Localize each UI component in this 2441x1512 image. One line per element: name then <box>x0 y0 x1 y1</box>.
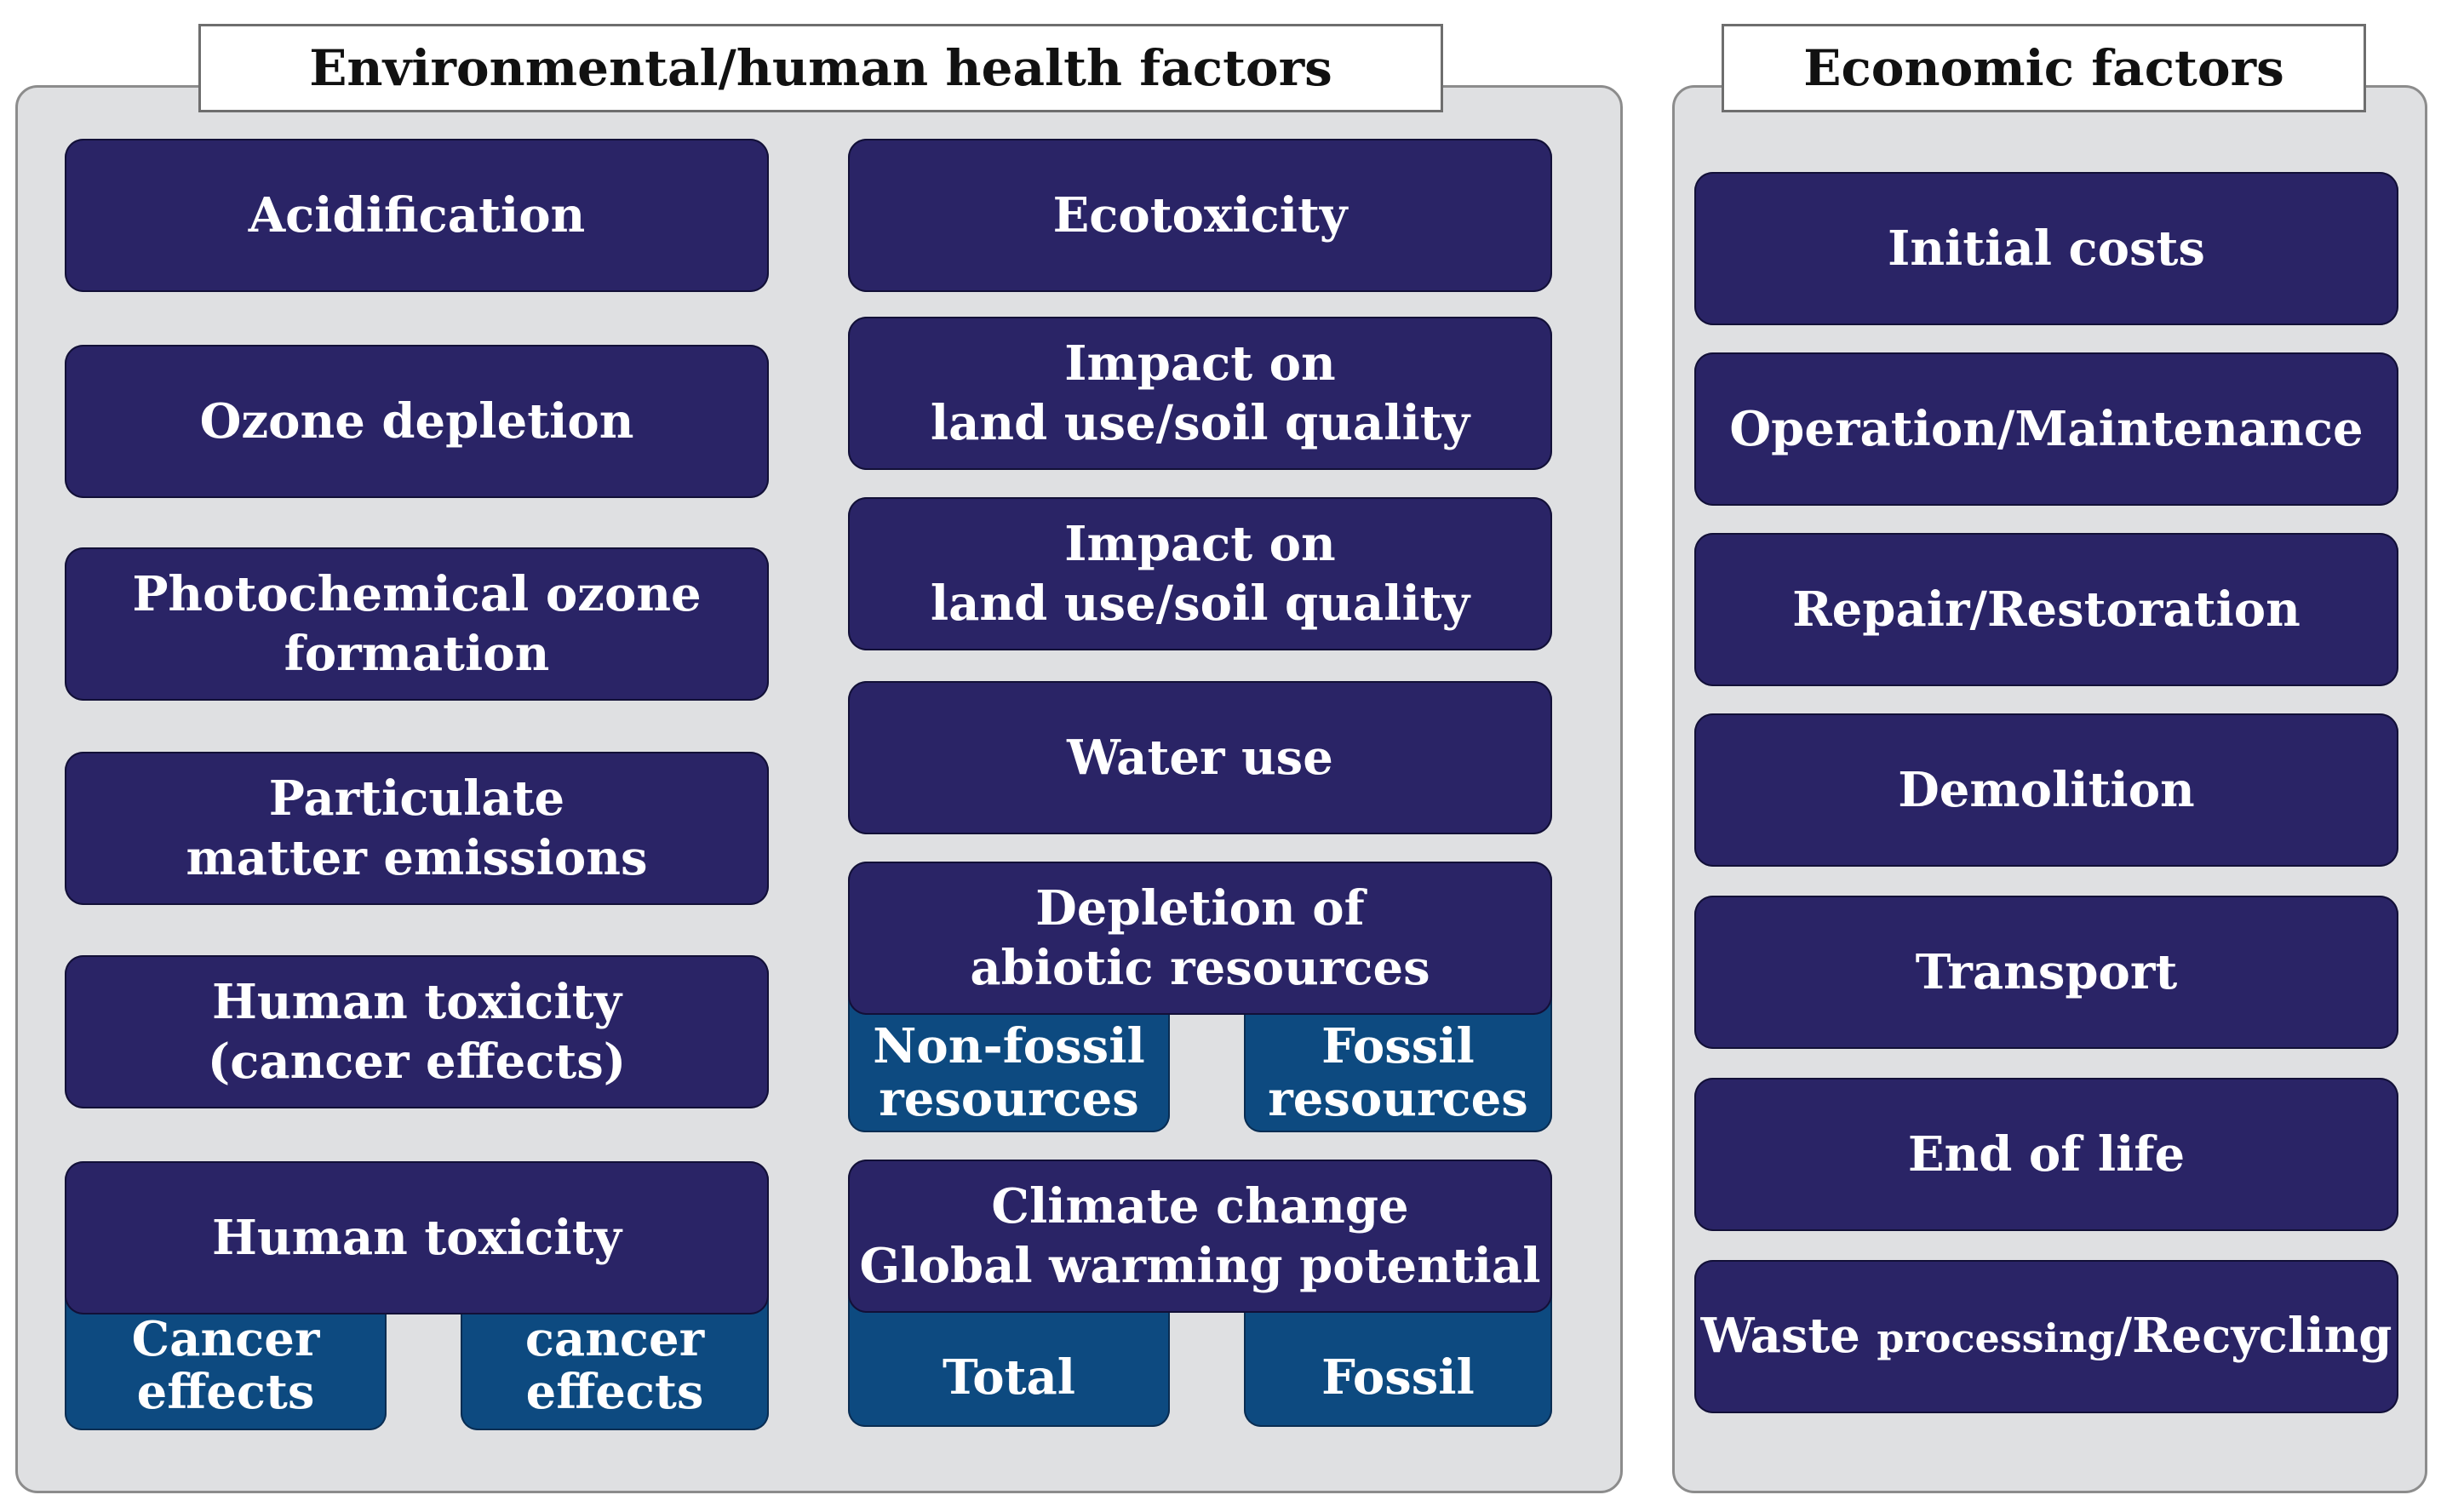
factor-label: Ozone depletion <box>199 393 634 450</box>
factor-label: Photochemical ozone formation <box>132 566 702 682</box>
factor-transport: Transport <box>1694 896 2398 1049</box>
sub-factor-label: Fossil <box>1321 1349 1475 1406</box>
factor-initial-costs: Initial costs <box>1694 172 2398 325</box>
factor-label: Transport <box>1915 944 2178 1000</box>
label-part-waste: Waste <box>1700 1307 1877 1364</box>
factor-repair-restoration: Repair/Restoration <box>1694 533 2398 686</box>
factor-label: Impact on land use/soil quality <box>930 335 1470 451</box>
sub-factor-label: Cancer effects <box>131 1311 320 1420</box>
sub-factor-label: Total <box>942 1349 1076 1406</box>
factor-label: Depletion of abiotic resources <box>970 880 1430 996</box>
factor-waste-processing-recycling: Waste processing/Recycling <box>1694 1260 2398 1413</box>
factor-label: Operation/Maintenance <box>1729 401 2364 457</box>
factor-label: Climate change Global warming potential <box>859 1178 1541 1294</box>
factor-end-of-life: End of life <box>1694 1078 2398 1231</box>
label-part-recycling: /Recycling <box>2114 1307 2392 1364</box>
factor-label: Demolition <box>1898 762 2195 818</box>
factor-demolition: Demolition <box>1694 713 2398 867</box>
sub-factor-non-fossil-resources: Non-fossil resources <box>848 996 1170 1132</box>
sub-factor-fossil: Fossil <box>1244 1294 1552 1427</box>
factor-label: Water use <box>1067 730 1333 786</box>
factor-acidification: Acidification <box>65 139 769 292</box>
factor-impact-land-use-1: Impact on land use/soil quality <box>848 317 1552 470</box>
sub-factor-label: Fossil resources <box>1268 1018 1528 1127</box>
factor-human-toxicity: Human toxicity <box>65 1161 769 1314</box>
factor-particulate-matter-emissions: Particulate matter emissions <box>65 752 769 905</box>
sub-factor-cancer-effects: Cancer effects <box>65 1294 387 1430</box>
factor-ecotoxicity: Ecotoxicity <box>848 139 1552 292</box>
factor-photochemical-ozone-formation: Photochemical ozone formation <box>65 547 769 701</box>
environmental-panel-title: Environmental/human health factors <box>198 24 1443 112</box>
factor-operation-maintenance: Operation/Maintenance <box>1694 352 2398 506</box>
factor-label: Human toxicity <box>211 1210 622 1266</box>
factor-impact-land-use-2: Impact on land use/soil quality <box>848 497 1552 650</box>
factor-label: Impact on land use/soil quality <box>930 516 1470 632</box>
factor-human-toxicity-cancer: Human toxicity (cancer effects) <box>65 955 769 1108</box>
sub-factor-fossil-resources: Fossil resources <box>1244 996 1552 1132</box>
sub-factor-total: Total <box>848 1294 1170 1427</box>
sub-factor-label: Non-fossil resources <box>873 1018 1145 1127</box>
factor-label: Ecotoxicity <box>1052 187 1348 243</box>
factor-label: Particulate matter emissions <box>186 770 648 886</box>
factor-label: Human toxicity (cancer effects) <box>207 974 627 1090</box>
label-part-processing: processing <box>1877 1314 2115 1361</box>
factor-depletion-abiotic-resources: Depletion of abiotic resources <box>848 862 1552 1015</box>
sub-factor-non-cancer-effects: Non-cancer effects <box>461 1260 769 1430</box>
factor-climate-change: Climate change Global warming potential <box>848 1160 1552 1313</box>
factor-ozone-depletion: Ozone depletion <box>65 345 769 498</box>
factor-label: Repair/Restoration <box>1792 581 2301 638</box>
factor-label: Waste processing/Recycling <box>1701 1306 2392 1368</box>
factor-label: Acidification <box>248 187 586 243</box>
economic-panel-title: Economic factors <box>1722 24 2366 112</box>
factor-water-use: Water use <box>848 681 1552 834</box>
factor-label: End of life <box>1907 1126 2186 1183</box>
factor-label: Initial costs <box>1888 220 2205 277</box>
